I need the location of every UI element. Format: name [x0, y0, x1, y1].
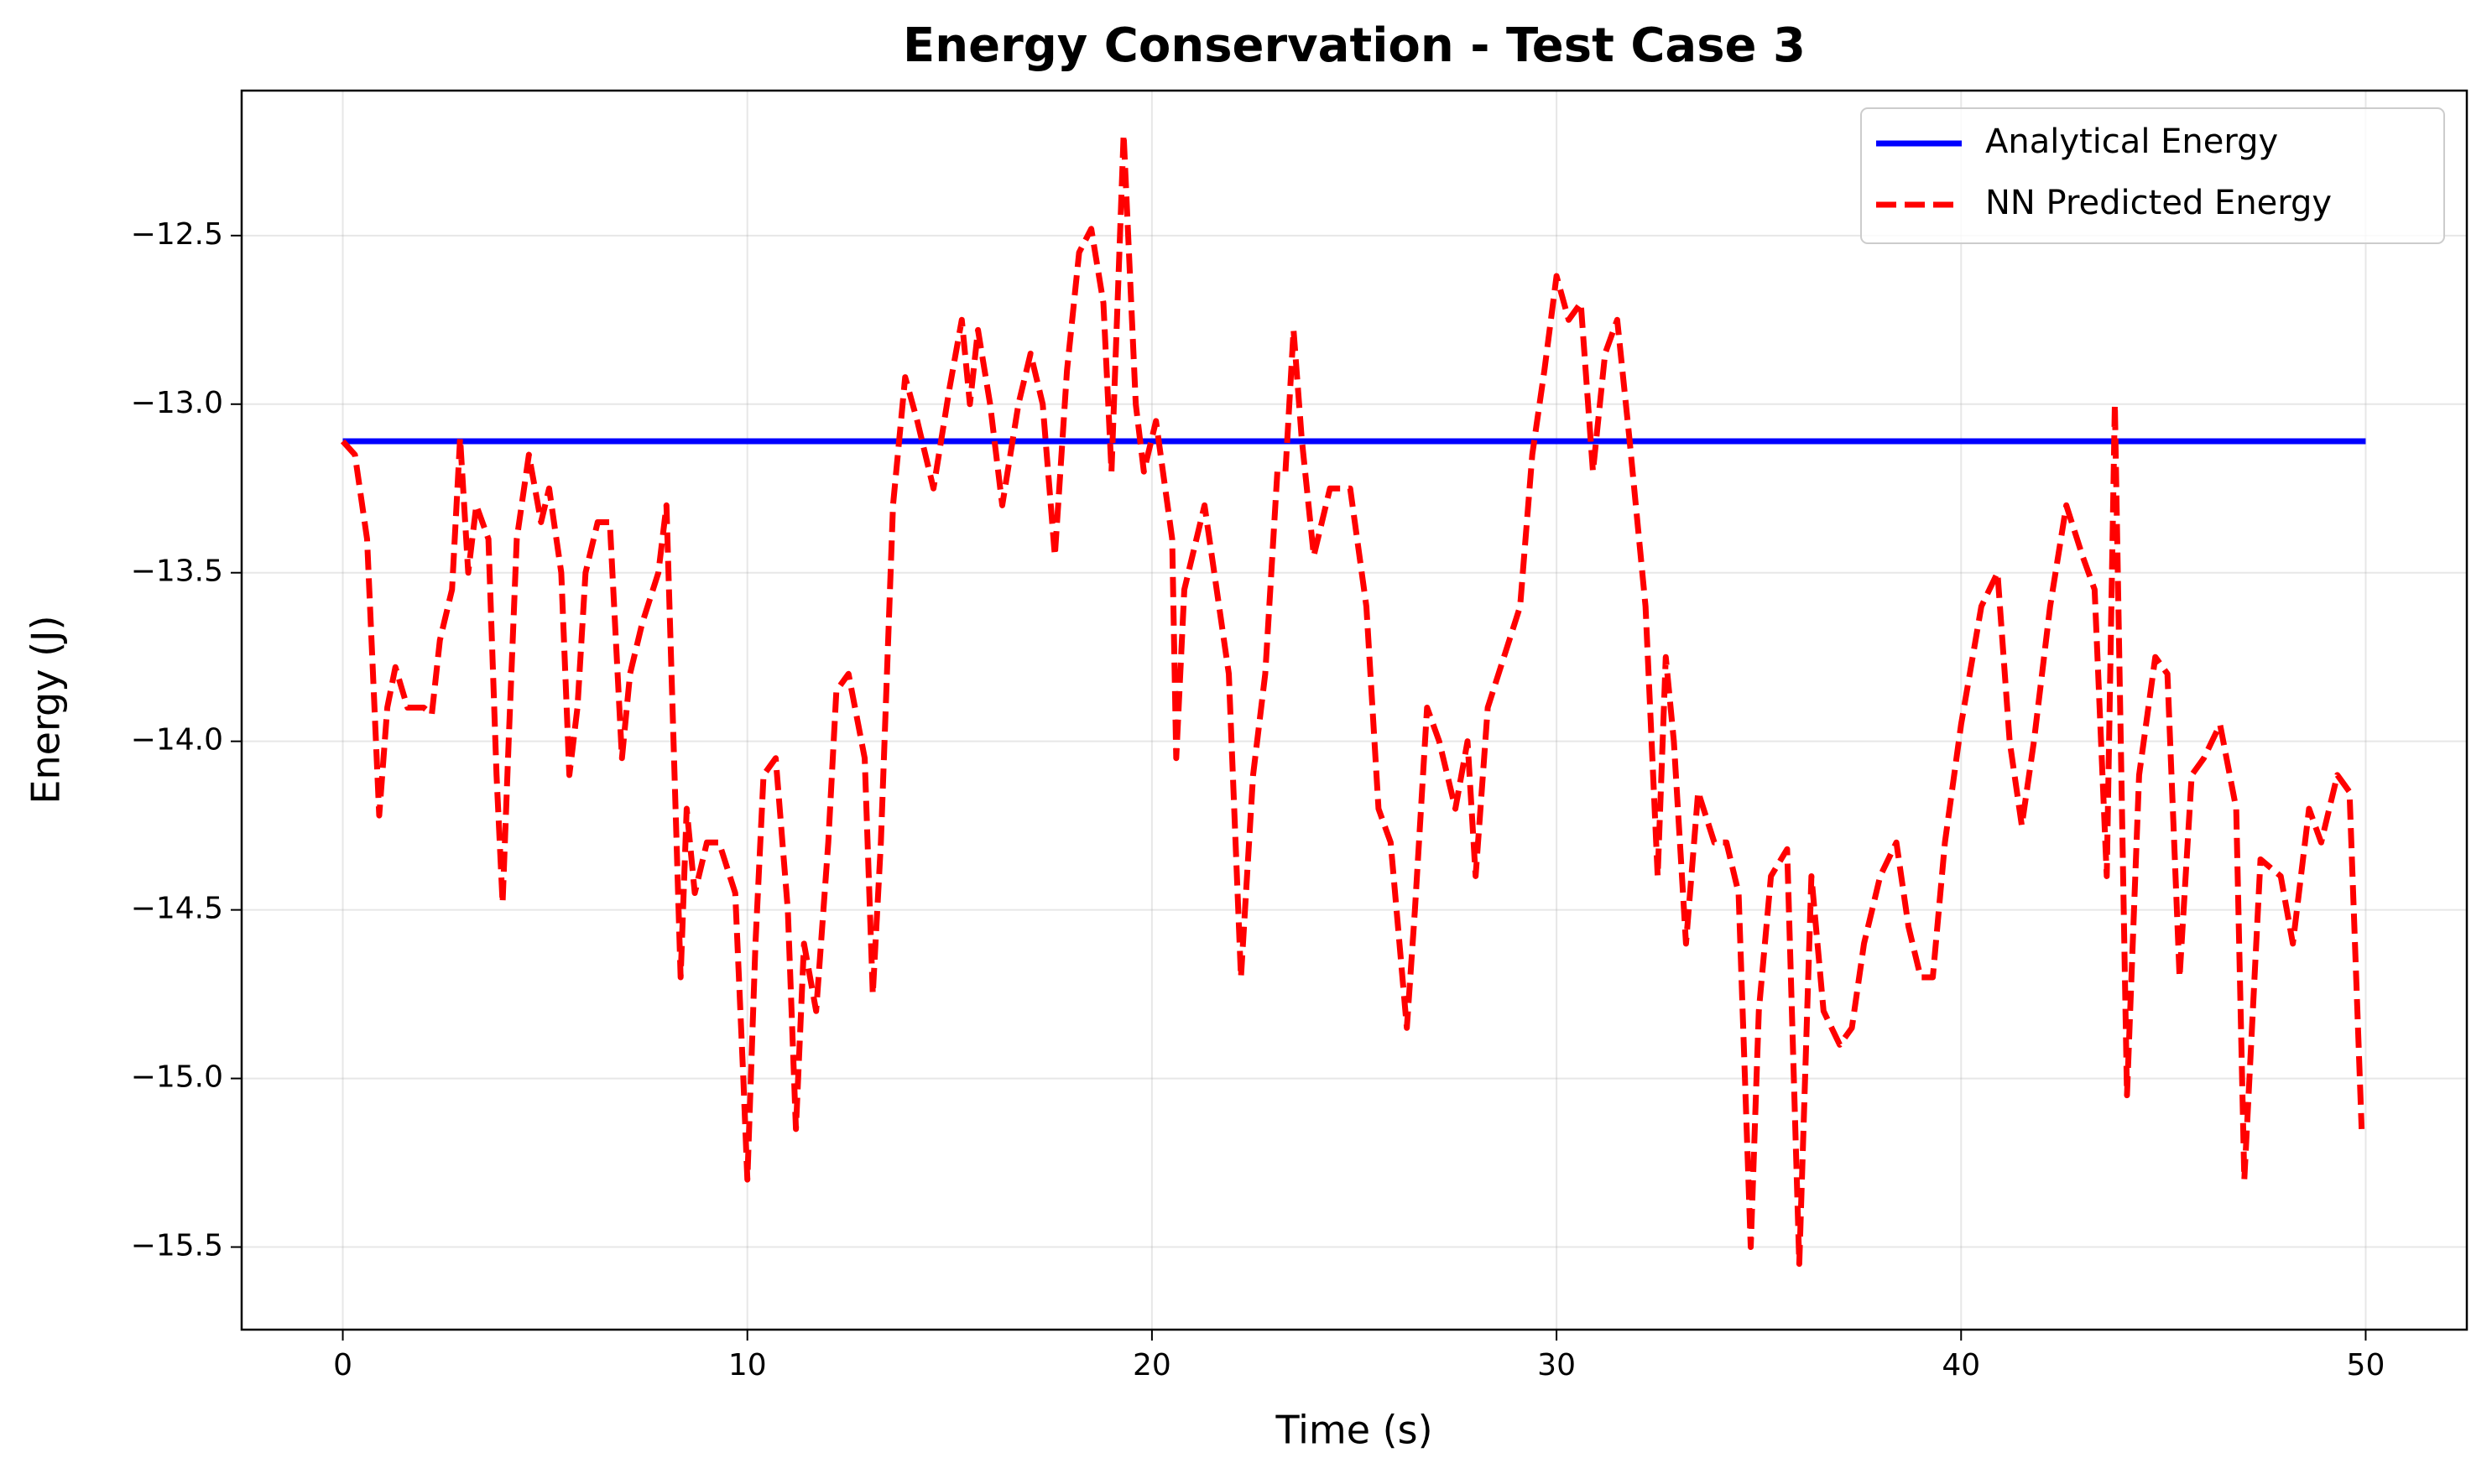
x-tick-label: 50	[2347, 1348, 2385, 1382]
y-tick-label: −15.5	[131, 1229, 223, 1263]
x-tick-label: 40	[1942, 1348, 1980, 1382]
data-line	[340, 131, 2365, 1268]
legend-label: NN Predicted Energy	[1985, 184, 2332, 222]
x-axis-label: Time (s)	[1275, 1408, 1432, 1453]
y-tick-label: −15.0	[131, 1060, 223, 1095]
x-tick-label: 0	[333, 1348, 352, 1382]
legend: Analytical Energy NN Predicted Energy	[1860, 107, 2445, 244]
y-axis-label: Energy (J)	[23, 615, 69, 804]
grid	[242, 91, 2467, 1330]
x-tick-label: 20	[1133, 1348, 1171, 1382]
ticks: 0 10 20 30 40 50 −15.5 −15.0 −14.5 −14.0 −13.5 −13.…	[131, 217, 2385, 1382]
axes-frame	[240, 89, 2469, 1331]
plot-area	[340, 131, 2366, 1268]
y-tick-label: −14.5	[131, 892, 223, 926]
y-tick-label: −13.0	[131, 386, 223, 420]
y-tick-label: −13.5	[131, 555, 223, 589]
chart-title: Energy Conservation - Test Case 3	[903, 18, 1806, 73]
legend-box	[1860, 107, 2445, 244]
y-tick-label: −14.0	[131, 723, 223, 758]
legend-label: Analytical Energy	[1985, 122, 2278, 161]
y-tick-label: −12.5	[131, 217, 223, 252]
x-tick-label: 30	[1537, 1348, 1576, 1382]
x-tick-label: 10	[728, 1348, 767, 1382]
